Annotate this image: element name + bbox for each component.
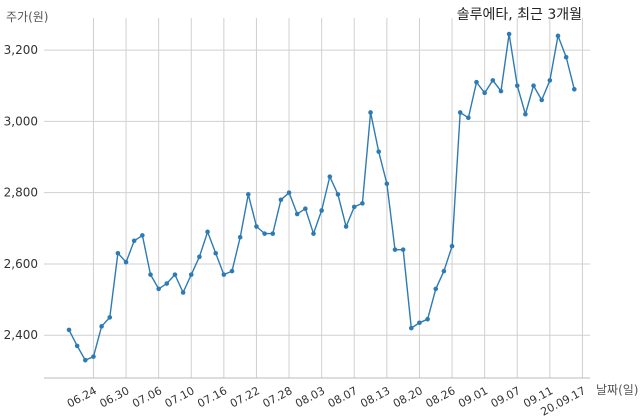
chart-title: 솔루에타, 최근 3개월: [456, 7, 582, 23]
data-point: [213, 250, 218, 256]
grid-lines: [44, 18, 590, 379]
data-point: [278, 197, 284, 203]
x-tick-label: 06.30: [98, 384, 132, 410]
data-point: [294, 211, 300, 217]
y-axis-label: 주가(원): [6, 10, 49, 24]
data-point: [131, 238, 137, 244]
data-point: [254, 224, 259, 229]
data-point: [197, 254, 202, 260]
data-point: [156, 286, 161, 292]
data-point: [531, 83, 536, 89]
data-point: [237, 234, 243, 240]
data-point: [482, 90, 487, 96]
data-point: [563, 54, 569, 60]
data-point: [506, 31, 512, 37]
y-tick-label: 3,200: [4, 43, 38, 57]
x-tick-label: 07.06: [130, 384, 164, 410]
data-point: [343, 224, 349, 229]
x-axis-label: 날짜(일): [596, 383, 639, 397]
x-tick-label: 07.10: [163, 384, 197, 410]
data-point: [335, 192, 341, 197]
x-tick-label: 08.03: [293, 384, 327, 410]
tick-labels: 2,400 2,600 2,800 3,000 3,200 06.2406.3007.06…: [4, 43, 588, 419]
data-point: [327, 174, 333, 179]
data-point: [246, 192, 251, 197]
data-point: [172, 272, 178, 277]
data-point: [99, 324, 104, 329]
data-point: [351, 204, 357, 210]
data-point: [262, 231, 267, 236]
data-point: [555, 33, 561, 39]
data-point: [417, 320, 422, 326]
data-point: [498, 88, 504, 94]
y-tick-label: 2,800: [4, 186, 38, 200]
price-series: [66, 31, 577, 363]
data-point: [360, 201, 365, 206]
data-point: [221, 272, 227, 277]
data-point: [83, 357, 88, 363]
data-point: [572, 86, 577, 92]
x-tick-label: 07.22: [228, 384, 262, 410]
data-point: [474, 79, 479, 85]
data-point: [140, 233, 145, 238]
data-point: [74, 343, 80, 349]
x-tick-label: 09.01: [456, 384, 490, 410]
data-point: [433, 286, 439, 292]
x-tick-label: 07.28: [261, 384, 295, 410]
data-point: [539, 97, 544, 103]
data-point: [91, 354, 96, 359]
data-point: [514, 83, 520, 89]
x-tick-label: 08.13: [358, 384, 392, 410]
data-point: [368, 110, 373, 115]
data-point: [392, 247, 398, 252]
data-point: [148, 272, 153, 277]
x-tick-label: 07.16: [195, 384, 229, 410]
data-point: [164, 281, 170, 286]
data-point: [180, 290, 186, 295]
x-tick-label: 08.20: [391, 384, 425, 410]
data-point: [311, 231, 316, 236]
data-point: [409, 325, 414, 331]
data-point: [376, 149, 382, 154]
data-point: [449, 243, 455, 249]
x-tick-label: 06.24: [65, 384, 99, 410]
y-tick-label: 2,600: [4, 257, 38, 271]
data-point: [441, 268, 447, 274]
y-tick-label: 2,400: [4, 328, 38, 342]
data-point: [286, 190, 292, 195]
data-point: [425, 316, 430, 322]
x-tick-label: 08.07: [326, 384, 360, 410]
x-tick-label: 09.07: [489, 384, 523, 410]
data-point: [490, 78, 496, 83]
data-point: [115, 250, 121, 256]
data-point: [384, 181, 390, 187]
x-tick-label: 08.26: [424, 384, 458, 410]
data-point: [123, 259, 129, 265]
y-tick-label: 3,000: [4, 114, 38, 128]
data-point: [523, 111, 528, 117]
data-point: [270, 231, 276, 236]
data-point: [188, 272, 194, 277]
data-point: [457, 110, 463, 115]
data-point: [319, 208, 324, 213]
data-point: [547, 78, 553, 83]
data-point: [229, 268, 235, 274]
data-point: [400, 247, 406, 252]
data-point: [303, 206, 308, 211]
data-point: [205, 229, 210, 235]
data-point: [107, 315, 113, 320]
data-point: [66, 327, 72, 333]
data-point: [466, 115, 471, 121]
